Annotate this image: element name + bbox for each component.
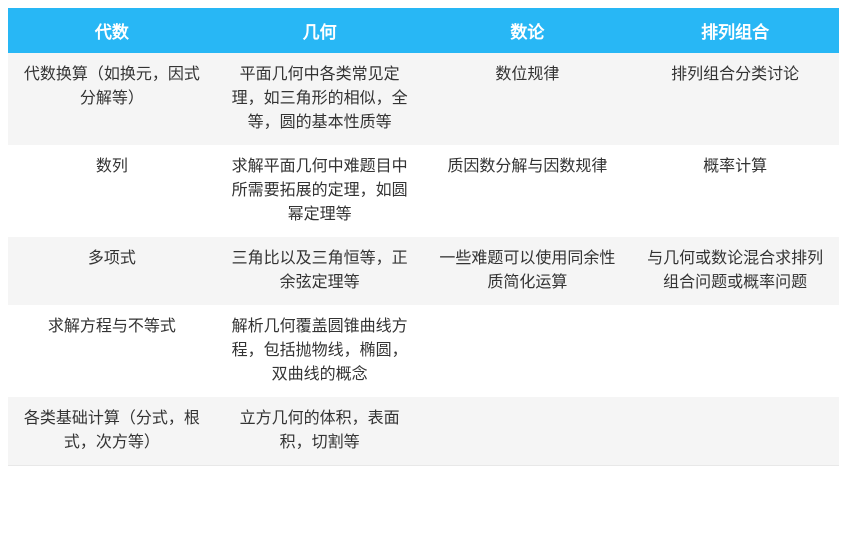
cell: 与几何或数论混合求排列组合问题或概率问题 [631, 237, 839, 305]
table-row: 数列 求解平面几何中难题目中所需要拓展的定理，如圆幂定理等 质因数分解与因数规律… [8, 145, 839, 237]
math-topics-table-container: 代数 几何 数论 排列组合 代数换算（如换元，因式分解等） 平面几何中各类常见定… [8, 8, 839, 466]
column-header-number-theory: 数论 [424, 8, 632, 53]
header-row: 代数 几何 数论 排列组合 [8, 8, 839, 53]
cell: 求解平面几何中难题目中所需要拓展的定理，如圆幂定理等 [216, 145, 424, 237]
cell: 多项式 [8, 237, 216, 305]
cell: 概率计算 [631, 145, 839, 237]
cell [424, 305, 632, 397]
column-header-algebra: 代数 [8, 8, 216, 53]
cell: 平面几何中各类常见定理，如三角形的相似，全等，圆的基本性质等 [216, 53, 424, 145]
column-header-combinatorics: 排列组合 [631, 8, 839, 53]
cell: 解析几何覆盖圆锥曲线方程，包括抛物线，椭圆，双曲线的概念 [216, 305, 424, 397]
math-topics-table: 代数 几何 数论 排列组合 代数换算（如换元，因式分解等） 平面几何中各类常见定… [8, 8, 839, 466]
cell: 排列组合分类讨论 [631, 53, 839, 145]
cell [631, 397, 839, 466]
cell [424, 397, 632, 466]
cell: 数位规律 [424, 53, 632, 145]
table-header: 代数 几何 数论 排列组合 [8, 8, 839, 53]
cell: 质因数分解与因数规律 [424, 145, 632, 237]
cell: 一些难题可以使用同余性质简化运算 [424, 237, 632, 305]
table-body: 代数换算（如换元，因式分解等） 平面几何中各类常见定理，如三角形的相似，全等，圆… [8, 53, 839, 466]
cell: 立方几何的体积，表面积，切割等 [216, 397, 424, 466]
table-row: 多项式 三角比以及三角恒等，正余弦定理等 一些难题可以使用同余性质简化运算 与几… [8, 237, 839, 305]
column-header-geometry: 几何 [216, 8, 424, 53]
cell: 代数换算（如换元，因式分解等） [8, 53, 216, 145]
cell: 各类基础计算（分式，根式，次方等） [8, 397, 216, 466]
table-row: 求解方程与不等式 解析几何覆盖圆锥曲线方程，包括抛物线，椭圆，双曲线的概念 [8, 305, 839, 397]
cell: 求解方程与不等式 [8, 305, 216, 397]
cell: 数列 [8, 145, 216, 237]
table-row: 各类基础计算（分式，根式，次方等） 立方几何的体积，表面积，切割等 [8, 397, 839, 466]
table-row: 代数换算（如换元，因式分解等） 平面几何中各类常见定理，如三角形的相似，全等，圆… [8, 53, 839, 145]
cell [631, 305, 839, 397]
cell: 三角比以及三角恒等，正余弦定理等 [216, 237, 424, 305]
